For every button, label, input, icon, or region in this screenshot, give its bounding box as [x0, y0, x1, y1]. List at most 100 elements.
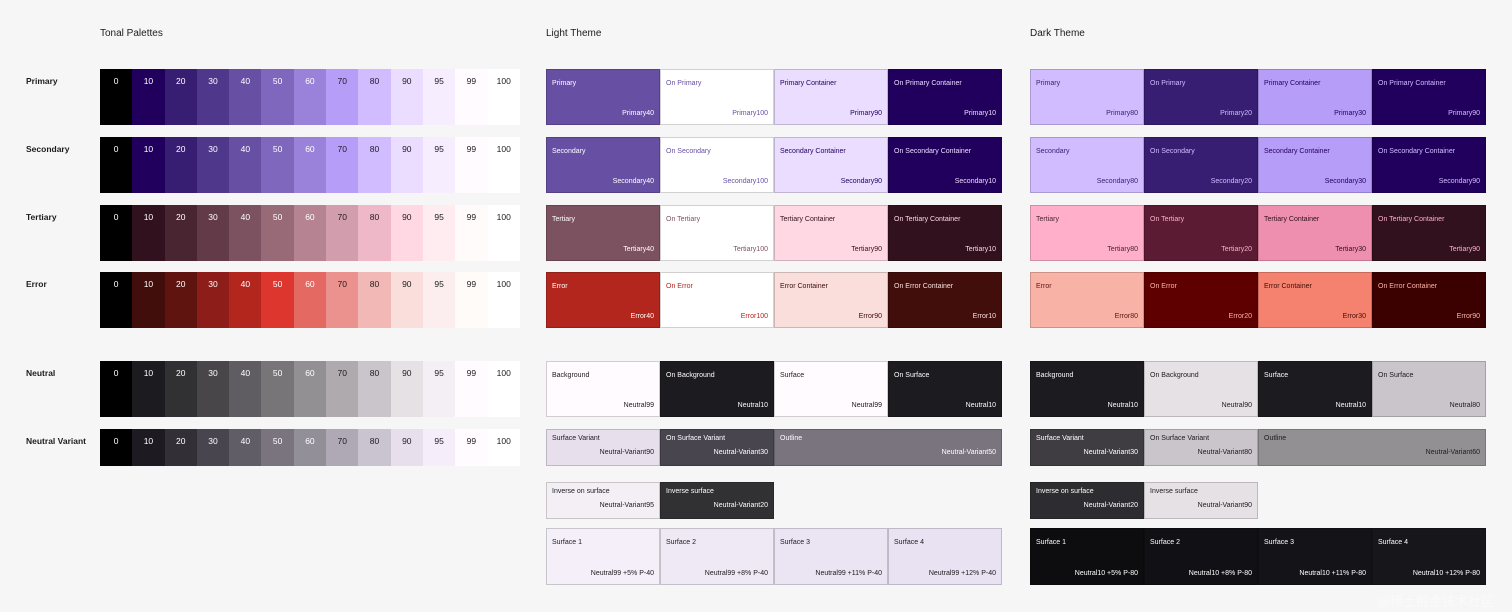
- role-token: Neutral-Variant60: [1425, 449, 1480, 456]
- role-token: Error90: [1456, 313, 1480, 320]
- role-name: Secondary: [552, 148, 586, 155]
- role-row: Secondary Secondary40 On Secondary Secondar…: [546, 137, 1002, 193]
- role-token: Neutral10 +8% P-80: [1188, 570, 1252, 577]
- palette-label: Primary: [26, 76, 58, 86]
- role-name: Error Container: [1264, 283, 1312, 290]
- color-role-tile: Inverse surface Neutral-Variant90: [1144, 482, 1258, 519]
- role-token: Tertiary10: [965, 246, 996, 253]
- tone-swatch: 70: [326, 429, 359, 466]
- color-role-tile: Primary Primary80: [1030, 69, 1144, 125]
- role-name: On Background: [666, 372, 715, 379]
- color-role-tile: On Tertiary Container Tertiary10: [888, 205, 1002, 261]
- palette-row: 0 10 20 30 40 50 60 70 80 90 95 99 100: [100, 205, 520, 261]
- color-role-tile: Tertiary Container Tertiary30: [1258, 205, 1372, 261]
- palette-row: 0 10 20 30 40 50 60 70 80 90 95 99 100: [100, 361, 520, 417]
- role-token: Tertiary30: [1335, 246, 1366, 253]
- role-token: Neutral-Variant95: [599, 502, 654, 509]
- color-role-tile: On Error Container Error90: [1372, 272, 1486, 328]
- role-name: Outline: [780, 435, 803, 442]
- role-token: Secondary90: [1438, 178, 1480, 185]
- tone-swatch: 100: [487, 69, 520, 125]
- role-name: On Tertiary: [666, 216, 701, 223]
- role-token: Secondary40: [612, 178, 654, 185]
- tone-swatch: 40: [229, 137, 262, 193]
- role-name: Inverse on surface: [1036, 488, 1094, 495]
- role-name: Primary: [1036, 80, 1061, 87]
- color-role-tile: On Error Error20: [1144, 272, 1258, 328]
- tone-swatch: 40: [229, 361, 262, 417]
- color-role-tile: Tertiary Tertiary40: [546, 205, 660, 261]
- role-token: Primary100: [732, 110, 768, 117]
- role-name: On Secondary: [666, 148, 711, 155]
- tone-swatch: 10: [132, 137, 165, 193]
- palette-row: 0 10 20 30 40 50 60 70 80 90 95 99 100: [100, 137, 520, 193]
- variant-row: Surface Variant Neutral-Variant90 On Surfa…: [546, 429, 1002, 466]
- tone-swatch: 30: [196, 205, 230, 261]
- color-role-tile: Error Error80: [1030, 272, 1144, 328]
- role-token: Neutral-Variant80: [1197, 449, 1252, 456]
- role-name: Tertiary Container: [1264, 216, 1320, 223]
- role-name: On Background: [1150, 372, 1199, 379]
- role-name: On Surface Variant: [1150, 435, 1210, 442]
- role-token: Tertiary100: [733, 246, 768, 253]
- color-role-tile: Surface 2 Neutral99 +8% P-40: [660, 528, 774, 585]
- tone-swatch: 30: [196, 361, 230, 417]
- tone-swatch: 95: [422, 272, 456, 328]
- color-role-tile: Primary Primary40: [546, 69, 660, 125]
- tone-swatch: 95: [422, 205, 456, 261]
- role-name: Inverse surface: [1150, 488, 1198, 495]
- role-row: Error Error40 On Error Error100 Error Contai…: [546, 272, 1002, 328]
- role-token: Neutral-Variant30: [1083, 449, 1138, 456]
- color-role-tile: On Tertiary Tertiary100: [660, 205, 774, 261]
- role-name: Error: [1036, 283, 1052, 290]
- tone-swatch: 60: [293, 272, 327, 328]
- color-role-tile: On Secondary Container Secondary90: [1372, 137, 1486, 193]
- tone-swatch: 90: [390, 429, 423, 466]
- role-token: Tertiary80: [1107, 246, 1138, 253]
- tone-swatch: 30: [196, 272, 230, 328]
- tone-swatch: 95: [422, 137, 456, 193]
- role-token: Neutral-Variant20: [1083, 502, 1138, 509]
- watermark-text: @稀土掘金技术社区: [1376, 595, 1494, 610]
- role-name: Outline: [1264, 435, 1287, 442]
- role-token: Neutral-Variant20: [713, 502, 768, 509]
- role-token: Primary40: [622, 110, 654, 117]
- tone-swatch: 99: [455, 69, 488, 125]
- color-role-tile: Outline Neutral-Variant60: [1258, 429, 1486, 466]
- palette-label: Tertiary: [26, 212, 57, 222]
- tone-swatch: 40: [229, 272, 262, 328]
- dark-theme-title: Dark Theme: [1030, 28, 1085, 39]
- palette-label: Secondary: [26, 144, 70, 154]
- role-token: Error40: [630, 313, 654, 320]
- color-role-tile: Surface 3 Neutral99 +11% P-40: [774, 528, 888, 585]
- tone-swatch: 90: [390, 205, 423, 261]
- role-row: Primary Primary40 On Primary Primary100 Prim…: [546, 69, 1002, 125]
- role-token: Error30: [1342, 313, 1366, 320]
- variant-row: Surface Variant Neutral-Variant30 On Surfa…: [1030, 429, 1486, 466]
- tone-swatch: 0: [100, 69, 133, 125]
- role-name: Error: [552, 283, 568, 290]
- role-token: Neutral99 +12% P-40: [928, 570, 996, 577]
- tone-swatch: 60: [293, 205, 327, 261]
- role-token: Secondary90: [840, 178, 882, 185]
- tone-swatch: 99: [455, 272, 488, 328]
- color-role-tile: On Primary Container Primary90: [1372, 69, 1486, 125]
- color-role-tile: Surface 1 Neutral10 +5% P-80: [1030, 528, 1144, 585]
- role-name: Surface 2: [1150, 539, 1180, 546]
- color-role-tile: Surface Neutral99: [774, 361, 888, 417]
- tone-swatch: 80: [358, 137, 391, 193]
- role-row: Tertiary Tertiary80 On Tertiary Tertiary20 T…: [1030, 205, 1486, 261]
- role-name: Secondary: [1036, 148, 1070, 155]
- color-role-tile: Inverse surface Neutral-Variant20: [660, 482, 774, 519]
- tone-swatch: 20: [164, 272, 197, 328]
- tone-swatch: 80: [358, 361, 391, 417]
- tone-swatch: 60: [293, 361, 327, 417]
- color-role-tile: Inverse on surface Neutral-Variant20: [1030, 482, 1144, 519]
- tone-swatch: 70: [326, 137, 359, 193]
- color-role-tile: On Tertiary Container Tertiary90: [1372, 205, 1486, 261]
- color-role-tile: On Error Error100: [660, 272, 774, 328]
- role-name: Surface 4: [894, 539, 924, 546]
- role-row: Primary Primary80 On Primary Primary20 Prima…: [1030, 69, 1486, 125]
- role-token: Neutral99: [623, 402, 654, 409]
- color-role-tile: Secondary Container Secondary30: [1258, 137, 1372, 193]
